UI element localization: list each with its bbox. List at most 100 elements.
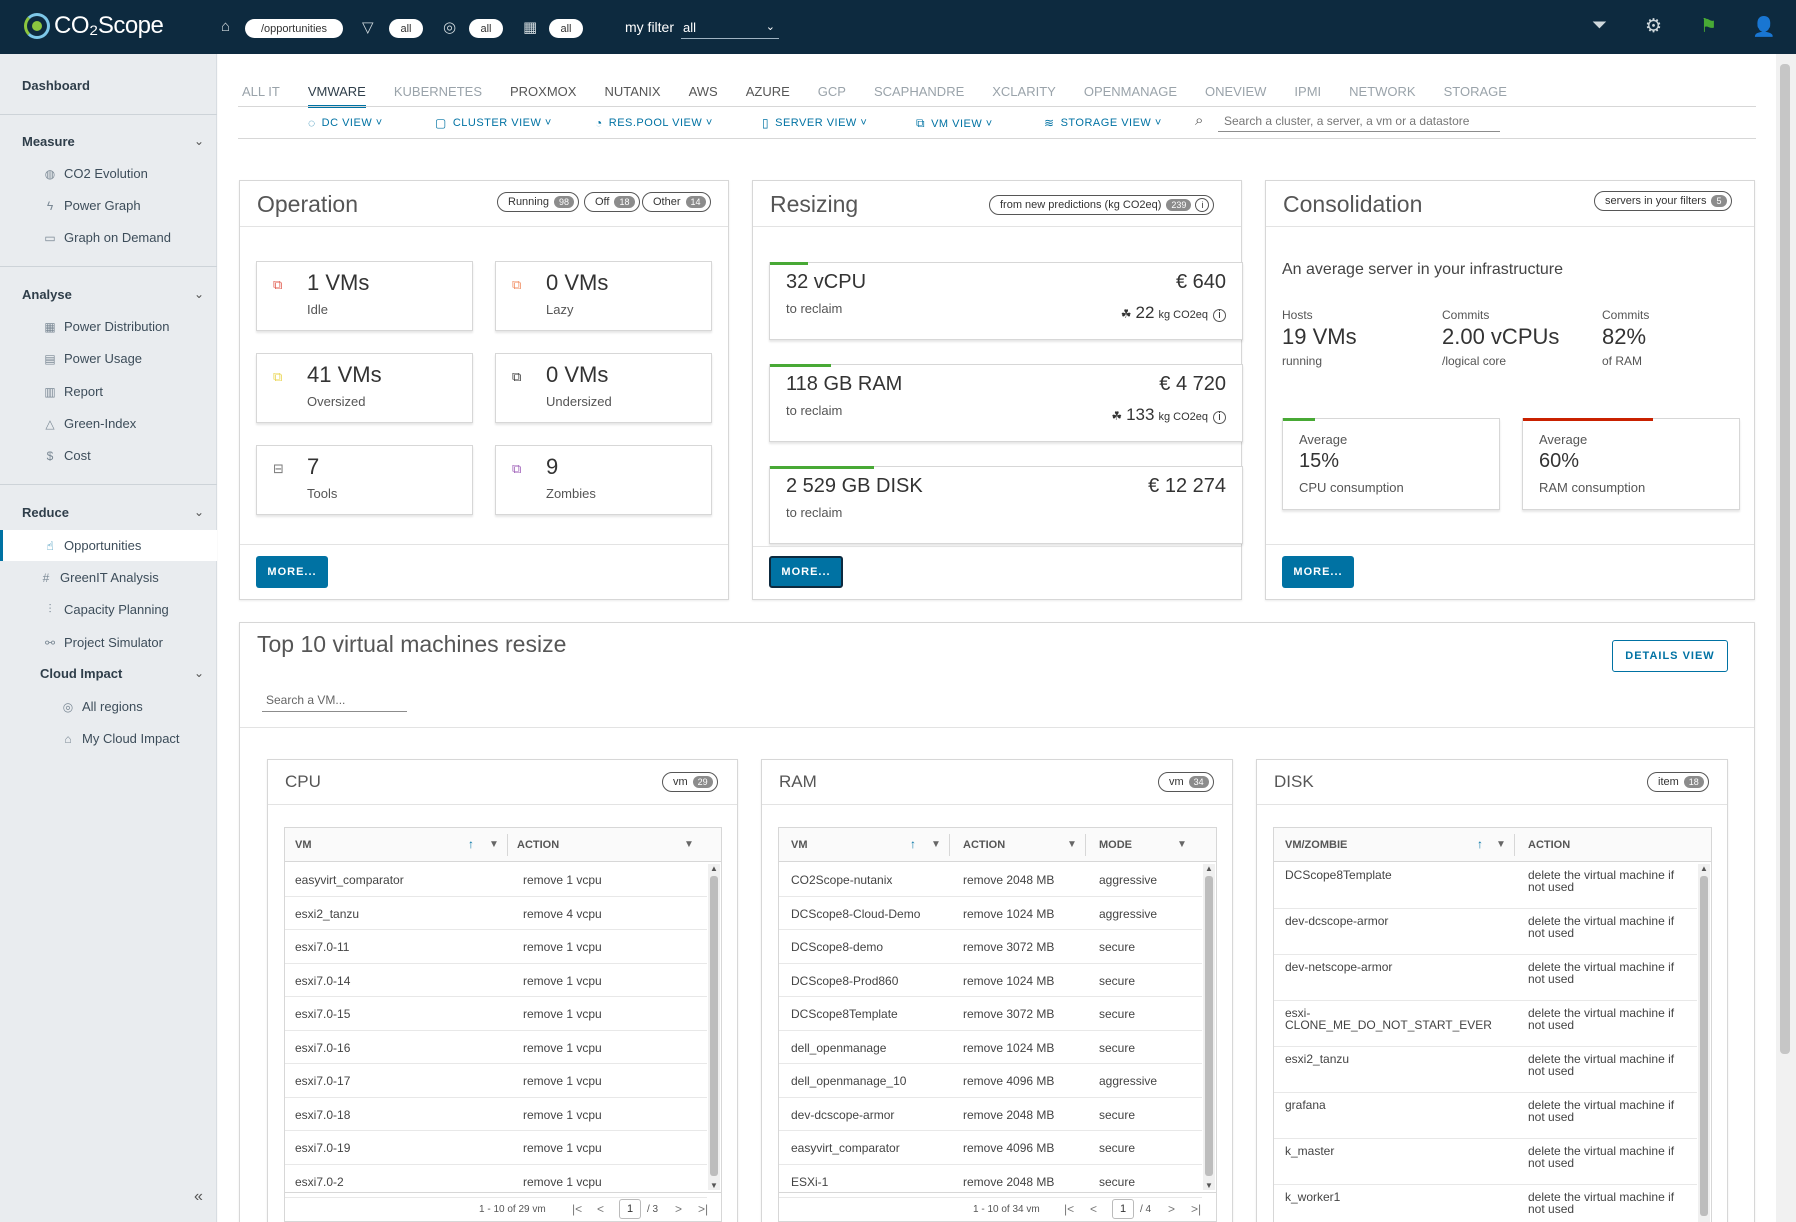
- cpu-page-input[interactable]: 1: [619, 1199, 641, 1219]
- filter-pill-1[interactable]: all: [389, 19, 423, 38]
- table-row[interactable]: easyvirt_comparator remove 4096 MB secure: [779, 1131, 1202, 1165]
- next-page-icon[interactable]: >: [1168, 1202, 1176, 1216]
- gear-icon[interactable]: ⚙: [1645, 16, 1663, 37]
- sidebar-item-report[interactable]: ▥ Report: [42, 384, 103, 399]
- sidebar-item-dashboard[interactable]: Dashboard: [22, 78, 90, 93]
- table-row[interactable]: dev-dcscope-armor delete the virtual mach…: [1274, 909, 1697, 955]
- tab-azure[interactable]: AZURE: [745, 84, 790, 99]
- column-separator[interactable]: [1085, 834, 1086, 856]
- ram-reclaim-tile[interactable]: 118 GB RAM to reclaim € 4 720 ☘ 133 kg CO2…: [769, 364, 1243, 442]
- filter-icon[interactable]: ▼: [684, 839, 694, 850]
- consolidation-more-button[interactable]: MORE...: [1282, 556, 1354, 588]
- tab-xclarity[interactable]: XCLARITY: [992, 84, 1056, 99]
- cpu-grid-scrollbar[interactable]: ▲ ▼: [708, 864, 720, 1190]
- chevron-down-icon[interactable]: ⌄: [194, 134, 205, 148]
- chevron-down-icon[interactable]: ⌄: [194, 666, 205, 680]
- details-view-button[interactable]: DETAILS VIEW: [1612, 640, 1728, 672]
- tab-aws[interactable]: AWS: [688, 84, 718, 99]
- filter-icon[interactable]: ▼: [931, 839, 941, 850]
- sidebar-item-power-distribution[interactable]: ▦ Power Distribution: [42, 319, 169, 334]
- subtab-dc-view[interactable]: ◌ DC VIEW ˅: [308, 116, 383, 130]
- first-page-icon[interactable]: |<: [1064, 1202, 1075, 1216]
- sort-asc-icon[interactable]: ↑: [468, 837, 474, 851]
- table-row[interactable]: DCScope8-Prod860 remove 1024 MB secure: [779, 964, 1202, 997]
- tab-nutanix[interactable]: NUTANIX: [604, 84, 661, 99]
- table-row[interactable]: ESXi-1 remove 2048 MB secure: [779, 1165, 1202, 1198]
- table-row[interactable]: esxi7.0-19 remove 1 vcpu: [285, 1131, 707, 1165]
- table-row[interactable]: k_master delete the virtual machine if no…: [1274, 1139, 1697, 1185]
- sidebar-item-power-usage[interactable]: ▤ Power Usage: [42, 351, 142, 366]
- tab-network[interactable]: NETWORK: [1349, 84, 1416, 99]
- tab-gcp[interactable]: GCP: [817, 84, 846, 99]
- flag-icon[interactable]: ⚑: [1700, 16, 1718, 37]
- table-row[interactable]: DCScope8-demo remove 3072 MB secure: [779, 930, 1202, 964]
- table-row[interactable]: esxi7.0-18 remove 1 vcpu: [285, 1098, 707, 1131]
- subtab-cluster-view[interactable]: ▢ CLUSTER VIEW ˅: [435, 116, 552, 130]
- col-vm[interactable]: VM: [791, 839, 808, 851]
- table-row[interactable]: esxi7.0-15 remove 1 vcpu: [285, 997, 707, 1031]
- sort-asc-icon[interactable]: ↑: [910, 837, 916, 851]
- ram-page-input[interactable]: 1: [1112, 1199, 1134, 1219]
- sidebar-item-my-cloud-impact[interactable]: ⌂ My Cloud Impact: [60, 731, 179, 746]
- sidebar-section-reduce[interactable]: Reduce: [22, 505, 69, 520]
- col-action[interactable]: ACTION: [517, 839, 560, 851]
- filter-pill-3[interactable]: all: [549, 19, 583, 38]
- scroll-up-icon[interactable]: ▲: [1205, 864, 1213, 873]
- subtab-storage-view[interactable]: ≋ STORAGE VIEW ˅: [1044, 116, 1162, 130]
- last-page-icon[interactable]: >|: [1191, 1202, 1202, 1216]
- table-row[interactable]: esxi2_tanzu delete the virtual machine if…: [1274, 1047, 1697, 1093]
- table-row[interactable]: grafana delete the virtual machine if not…: [1274, 1093, 1697, 1139]
- co2scope-logo[interactable]: CO₂Scope: [24, 12, 164, 40]
- info-icon[interactable]: i: [1213, 411, 1226, 424]
- table-row[interactable]: CO2Scope-nutanix remove 2048 MB aggressive: [779, 863, 1202, 897]
- table-row[interactable]: esxi7.0-17 remove 1 vcpu: [285, 1064, 707, 1098]
- sidebar-section-analyse[interactable]: Analyse: [22, 287, 72, 302]
- tab-vmware[interactable]: VMWARE: [307, 84, 366, 108]
- other-badge[interactable]: Other 14: [642, 192, 711, 212]
- tab-ipmi[interactable]: IPMI: [1294, 84, 1322, 99]
- column-separator[interactable]: [949, 834, 950, 856]
- table-row[interactable]: esxi7.0-2 remove 1 vcpu: [285, 1165, 707, 1198]
- tools-tile[interactable]: ⊟ 7 Tools: [256, 445, 473, 515]
- collapse-sidebar-icon[interactable]: «: [194, 1188, 203, 1205]
- scroll-up-icon[interactable]: ▲: [710, 864, 718, 873]
- chevron-down-icon[interactable]: ⌄: [194, 287, 205, 301]
- filter-icon[interactable]: ▼: [1067, 839, 1077, 850]
- col-vm[interactable]: VM: [295, 839, 312, 851]
- scroll-down-icon[interactable]: ▼: [1205, 1181, 1213, 1190]
- table-row[interactable]: esxi7.0-11 remove 1 vcpu: [285, 930, 707, 964]
- sidebar-section-cloud-impact[interactable]: Cloud Impact: [40, 666, 123, 681]
- off-badge[interactable]: Off 18: [584, 192, 640, 212]
- table-row[interactable]: dev-netscope-armor delete the virtual mac…: [1274, 955, 1697, 1001]
- undersized-tile[interactable]: ⧉ 0 VMs Undersized: [495, 353, 712, 423]
- tab-openmanage[interactable]: OPENMANAGE: [1083, 84, 1178, 99]
- oversized-tile[interactable]: ⧉ 41 VMs Oversized: [256, 353, 473, 423]
- col-mode[interactable]: MODE: [1099, 839, 1132, 851]
- tab-kubernetes[interactable]: KUBERNETES: [393, 84, 482, 99]
- subtab-respool-view[interactable]: ◔ RES.POOL VIEW ˅: [595, 116, 713, 130]
- column-separator[interactable]: [507, 834, 508, 856]
- col-action[interactable]: ACTION: [963, 839, 1006, 851]
- tab-storage[interactable]: STORAGE: [1443, 84, 1507, 99]
- info-icon[interactable]: i: [1195, 198, 1210, 212]
- lazy-tile[interactable]: ⧉ 0 VMs Lazy: [495, 261, 712, 331]
- table-row[interactable]: dev-dcscope-armor remove 2048 MB secure: [779, 1098, 1202, 1131]
- sidebar-item-cost[interactable]: $ Cost: [42, 448, 91, 463]
- global-search-input[interactable]: Search a cluster, a server, a vm or a da…: [1218, 112, 1500, 132]
- scroll-thumb[interactable]: [1205, 876, 1213, 1176]
- filter-icon[interactable]: ▼: [1496, 839, 1506, 850]
- prev-page-icon[interactable]: <: [1090, 1202, 1098, 1216]
- home-icon[interactable]: ⌂: [221, 18, 231, 35]
- ram-grid-scrollbar[interactable]: ▲ ▼: [1203, 864, 1215, 1190]
- sidebar-item-opportunities[interactable]: ☝ Opportunities: [42, 538, 141, 553]
- table-row[interactable]: esxi2_tanzu remove 4 vcpu: [285, 897, 707, 930]
- table-row[interactable]: dell_openmanage remove 1024 MB secure: [779, 1031, 1202, 1064]
- running-badge[interactable]: Running 98: [497, 192, 579, 212]
- sidebar-item-power-graph[interactable]: ϟ Power Graph: [42, 198, 141, 213]
- table-row[interactable]: esxi7.0-16 remove 1 vcpu: [285, 1031, 707, 1064]
- info-icon[interactable]: i: [1213, 309, 1226, 322]
- table-row[interactable]: dell_openmanage_10 remove 4096 MB aggressi…: [779, 1064, 1202, 1098]
- table-row[interactable]: DCScope8Template delete the virtual machi…: [1274, 863, 1697, 909]
- vcpu-reclaim-tile[interactable]: 32 vCPU to reclaim € 640 ☘ 22 kg CO2eq i: [769, 262, 1243, 340]
- sidebar-section-measure[interactable]: Measure: [22, 134, 75, 149]
